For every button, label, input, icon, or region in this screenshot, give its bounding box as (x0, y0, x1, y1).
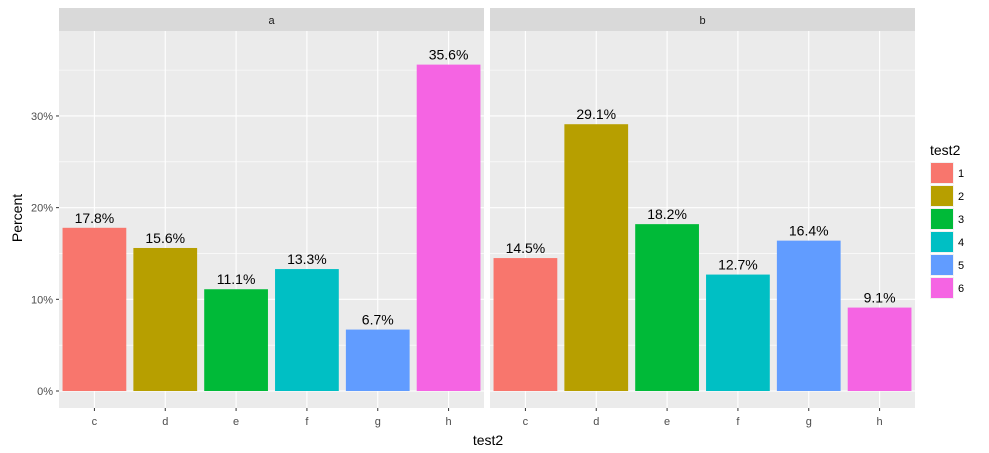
bar-b-d (564, 124, 629, 392)
bar-a-g (345, 329, 410, 391)
legend-keys: 1 2 3 4 5 6 (930, 162, 964, 299)
x-tick-label: d (593, 416, 599, 428)
y-tick-label: 0% (37, 386, 53, 398)
x-axis-title: test2 (473, 432, 504, 448)
facet-strip (59, 8, 484, 31)
bar-value-label: 16.4% (789, 223, 829, 239)
bar-value-label: 17.8% (75, 210, 115, 226)
legend-label: 3 (958, 214, 964, 226)
bar-value-label: 9.1% (864, 290, 896, 306)
legend-swatch (931, 278, 953, 298)
y-axis-title: Percent (9, 194, 25, 242)
panels: a 17.8% 15.6% 11.1% 13.3% 6.7% 35.6% c d e f g h b 14.… (59, 8, 915, 428)
bar-value-label: 12.7% (718, 257, 758, 273)
x-tick-label: e (664, 416, 670, 428)
legend-item-6: 6 (930, 277, 964, 299)
x-tick-label: f (305, 416, 309, 428)
legend-swatch (931, 186, 953, 206)
legend-title: test2 (930, 142, 961, 158)
legend-swatch (931, 209, 953, 229)
x-tick-label: f (736, 416, 740, 428)
legend-swatch (931, 163, 953, 183)
x-tick-label: c (523, 416, 529, 428)
x-tick-label: h (877, 416, 883, 428)
bar-b-f (706, 274, 770, 391)
x-tick-label: g (375, 416, 381, 428)
bar-b-g (776, 240, 841, 391)
x-tick-label: e (233, 416, 239, 428)
legend-swatch (931, 255, 953, 275)
legend-label: 5 (958, 260, 964, 272)
facet-panel-a: a 17.8% 15.6% 11.1% 13.3% 6.7% 35.6% c d e f g h (59, 8, 484, 428)
y-tick-label: 20% (31, 203, 53, 215)
x-tick-label: c (92, 416, 98, 428)
legend-item-1: 1 (930, 162, 964, 184)
x-tick-label: g (806, 416, 812, 428)
bar-value-label: 15.6% (145, 230, 185, 246)
bar-a-d (133, 247, 198, 391)
y-tick-label: 10% (31, 294, 53, 306)
bar-b-e (635, 224, 699, 391)
x-tick-label: d (162, 416, 168, 428)
legend-label: 4 (958, 237, 964, 249)
bar-value-label: 18.2% (647, 206, 687, 222)
facet-panel-b: b 14.5% 29.1% 18.2% 12.7% 16.4% 9.1% c d e f g h (490, 8, 915, 428)
bar-value-label: 14.5% (506, 240, 546, 256)
bar-a-f (275, 269, 339, 391)
bar-b-c (493, 258, 558, 391)
x-tick-label: h (446, 416, 452, 428)
bar-value-label: 29.1% (576, 106, 616, 122)
bar-a-h (416, 64, 481, 391)
bar-value-label: 13.3% (287, 251, 327, 267)
legend: test2 1 2 3 4 5 6 (930, 142, 964, 299)
legend-label: 1 (958, 168, 964, 180)
facet-strip (490, 8, 915, 31)
bar-a-c (62, 227, 127, 391)
bar-b-h (847, 307, 912, 391)
bar-value-label: 35.6% (429, 47, 469, 63)
bar-a-e (204, 289, 268, 391)
facet-strip-label: b (699, 15, 705, 27)
facet-strip-label: a (268, 15, 275, 27)
bar-value-label: 6.7% (362, 312, 394, 328)
legend-label: 2 (958, 191, 964, 203)
legend-item-5: 5 (930, 254, 964, 276)
legend-item-4: 4 (930, 231, 964, 253)
legend-label: 6 (958, 283, 964, 295)
legend-item-3: 3 (930, 208, 964, 230)
bar-value-label: 11.1% (217, 271, 256, 287)
legend-item-2: 2 (930, 185, 964, 207)
y-tick-label: 30% (31, 111, 53, 123)
y-axis: 0% 10% 20% 30% (31, 111, 59, 398)
legend-swatch (931, 232, 953, 252)
